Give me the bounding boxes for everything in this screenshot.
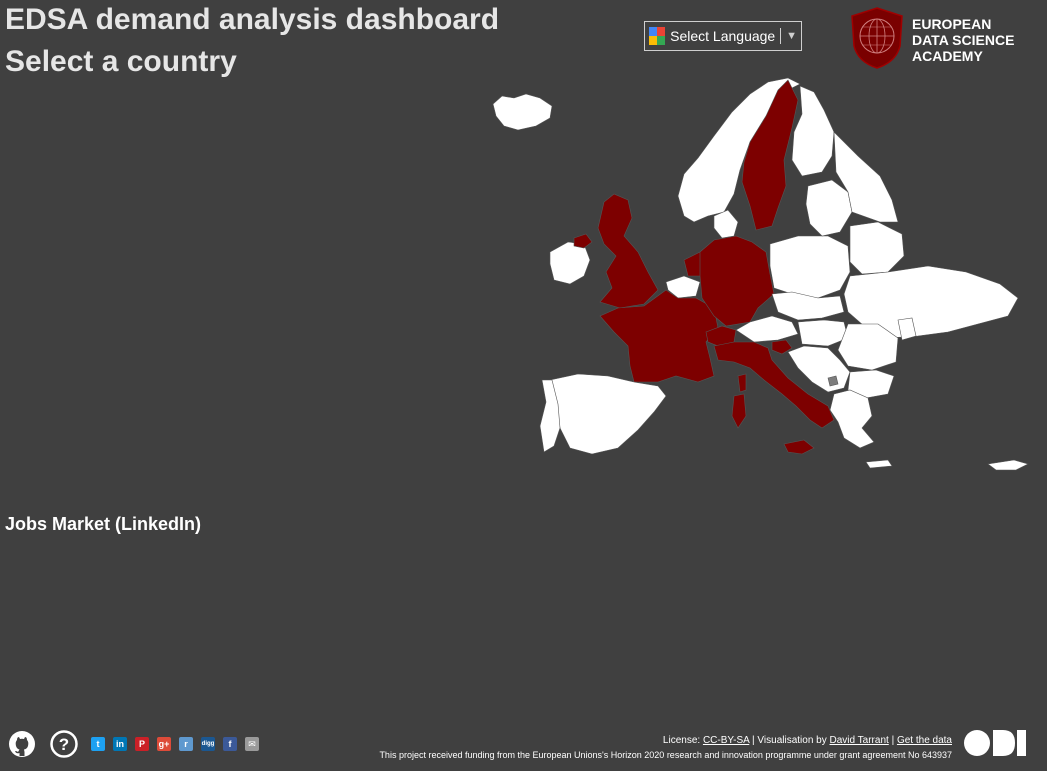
country-moldova[interactable] xyxy=(897,317,917,341)
logo-line-3: ACADEMY xyxy=(912,48,983,64)
google-plus-icon[interactable]: g+ xyxy=(157,737,171,751)
facebook-icon[interactable]: f xyxy=(223,737,237,751)
europe-map xyxy=(492,77,1029,471)
globe-shield-icon xyxy=(851,7,903,69)
footer-license-line: License: CC-BY-SA | Visualisation by Dav… xyxy=(379,734,952,748)
country-united-kingdom[interactable] xyxy=(597,193,659,309)
country-denmark[interactable] xyxy=(713,209,739,239)
google-translate-icon xyxy=(649,27,666,45)
footer-separator: | xyxy=(888,735,897,746)
edsa-logo[interactable]: EUROPEAN DATA SCIENCE ACADEMY xyxy=(848,6,1038,72)
country-belgium[interactable] xyxy=(665,275,701,299)
country-turkey-west[interactable] xyxy=(987,459,1029,471)
country-northern-ireland[interactable] xyxy=(573,233,593,249)
chevron-down-icon: ▼ xyxy=(786,30,797,42)
license-prefix: License: xyxy=(662,735,703,746)
country-iceland[interactable] xyxy=(492,93,553,131)
country-austria[interactable] xyxy=(735,315,799,343)
logo-line-1: EUROPEAN xyxy=(912,16,992,32)
country-slovenia[interactable] xyxy=(771,339,793,355)
country-france[interactable] xyxy=(599,289,719,383)
country-finland[interactable] xyxy=(791,85,835,177)
country-belarus[interactable] xyxy=(849,221,905,275)
visualisation-prefix: | Visualisation by xyxy=(749,735,830,746)
page-subtitle: Select a country xyxy=(5,45,237,78)
logo-text: EUROPEAN DATA SCIENCE ACADEMY xyxy=(912,16,1014,64)
country-sweden[interactable] xyxy=(741,79,799,231)
digg-icon[interactable]: digg xyxy=(201,737,215,751)
github-icon[interactable] xyxy=(7,729,37,759)
country-poland[interactable] xyxy=(769,235,851,299)
country-ukraine[interactable] xyxy=(843,265,1019,339)
country-portugal[interactable] xyxy=(539,379,561,453)
license-link[interactable]: CC-BY-SA xyxy=(702,735,750,746)
country-spain[interactable] xyxy=(549,373,667,455)
twitter-icon[interactable]: t xyxy=(91,737,105,751)
svg-text:?: ? xyxy=(59,735,69,754)
country-hungary[interactable] xyxy=(797,319,849,347)
country-crete[interactable] xyxy=(865,459,893,469)
country-italy[interactable] xyxy=(713,341,835,429)
help-icon[interactable]: ? xyxy=(49,729,79,759)
country-germany[interactable] xyxy=(699,235,775,327)
country-russia-west[interactable] xyxy=(833,131,899,223)
country-czech-slovakia[interactable] xyxy=(771,291,845,321)
footer-credits: License: CC-BY-SA | Visualisation by Dav… xyxy=(379,734,952,762)
country-kosovo[interactable] xyxy=(827,375,839,387)
language-select-divider xyxy=(780,28,782,44)
country-ireland[interactable] xyxy=(549,241,591,285)
email-icon[interactable]: ✉ xyxy=(245,737,259,751)
country-bulgaria[interactable] xyxy=(847,369,895,399)
reddit-icon[interactable]: r xyxy=(179,737,193,751)
country-corsica[interactable] xyxy=(737,373,747,393)
country-greece[interactable] xyxy=(829,389,875,449)
get-data-link[interactable]: Get the data xyxy=(896,735,952,746)
page-title: EDSA demand analysis dashboard xyxy=(5,3,500,36)
country-sardinia[interactable] xyxy=(731,393,747,429)
jobs-market-heading: Jobs Market (LinkedIn) xyxy=(5,514,202,534)
logo-line-2: DATA SCIENCE xyxy=(912,32,1015,48)
odi-logo[interactable] xyxy=(963,728,1027,758)
country-baltics[interactable] xyxy=(805,179,853,237)
language-select-label: Select Language xyxy=(670,28,776,44)
pinterest-icon[interactable]: P xyxy=(135,737,149,751)
country-sicily[interactable] xyxy=(783,439,815,455)
country-romania[interactable] xyxy=(837,323,899,371)
funding-text: This project received funding from the E… xyxy=(379,750,952,760)
language-select[interactable]: Select Language ▼ xyxy=(644,21,802,51)
linkedin-icon[interactable]: in xyxy=(113,737,127,751)
author-link[interactable]: David Tarrant xyxy=(829,735,889,746)
